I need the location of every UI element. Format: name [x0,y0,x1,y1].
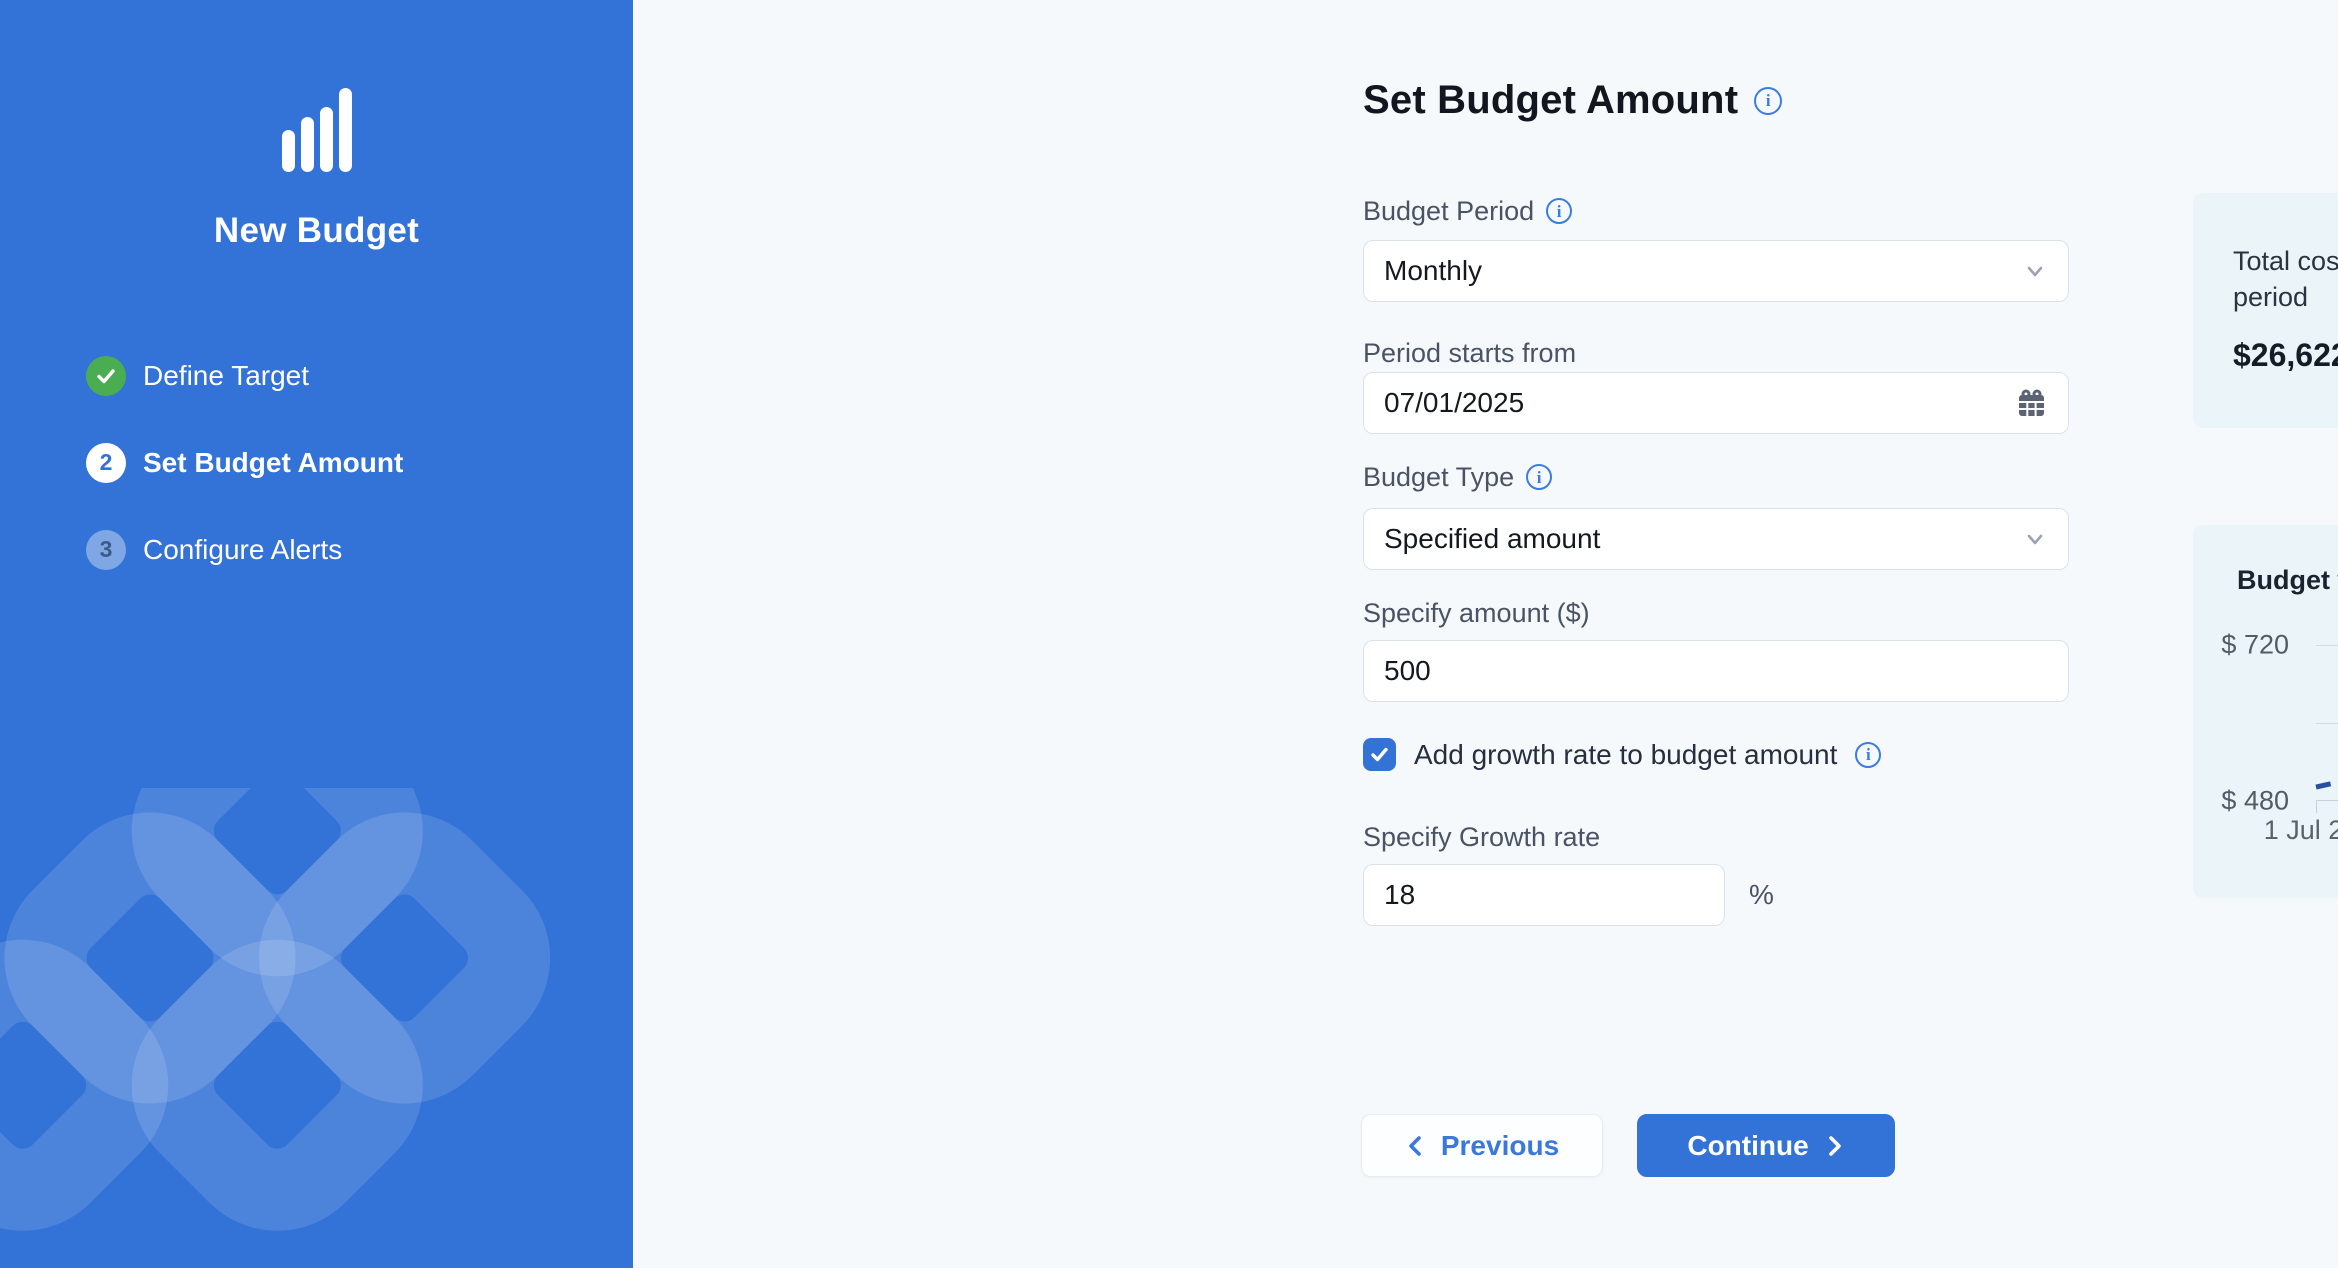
step-configure-alerts[interactable]: 3 Configure Alerts [86,506,403,593]
step-label: Define Target [143,359,310,391]
info-icon[interactable] [1546,198,1573,224]
x-tick-label: 1 Jul 2025 [2263,815,2338,845]
brand-watermark-icon [0,788,551,1231]
info-icon[interactable] [1526,464,1553,490]
checkbox-label: Add growth rate to budget amount [1414,738,1838,770]
step-label: Set Budget Amount [143,446,404,478]
step-label: Configure Alerts [143,533,343,565]
step-number-badge: 2 [86,442,126,483]
period-start-date-input[interactable]: 07/01/2025 [1363,372,2069,434]
budget-type-select[interactable]: Specified amount [1363,508,2069,570]
specify-amount-label: Specify amount ($) [1363,598,1590,628]
wizard-title: New Budget [213,211,420,250]
budget-growth-chart: $ 720 $ 480 1 Jul 2025 1 Aug 2025 1 Sep … [2221,630,2338,845]
calendar-icon [2015,387,2048,420]
bar-chart-icon [0,88,633,172]
gridline [2316,723,2338,724]
chevron-right-icon [1828,1135,1841,1156]
previous-button[interactable]: Previous [1361,1114,1603,1177]
wizard-sidebar: New Budget Define Target 2 Set Budget Am… [0,0,633,1268]
chart-title: Budget with 18% growth rate [2237,565,2338,595]
total-cost-last-period: Total cost last period $26,622.76 [2233,243,2338,374]
cost-summary-card: Total cost last period $26,622.76 Projec… [2193,193,2338,428]
gridline [2316,645,2338,646]
chevron-left-icon [1409,1135,1421,1156]
budget-period-label: Budget Period [1363,196,1573,226]
total-cost-value: $26,622.76 [2233,337,2338,373]
step-number-badge: 3 [86,529,126,570]
chevron-down-icon [2022,526,2048,552]
budget-line-series [2315,779,2338,790]
step-set-budget-amount[interactable]: 2 Set Budget Amount [86,419,403,506]
growth-rate-input[interactable]: 18 [1363,864,1725,926]
info-icon[interactable] [1754,86,1783,115]
chevron-down-icon [2022,258,2048,284]
percent-suffix: % [1749,879,1774,910]
specify-amount-input[interactable]: 500 [1363,640,2069,702]
axis-tick [2316,801,2317,813]
step-define-target[interactable]: Define Target [86,332,403,419]
period-starts-label: Period starts from [1363,338,1577,368]
checkbox-checked[interactable] [1363,738,1396,771]
page-title: Set Budget Amount [1363,78,1739,122]
modal-body: Set Budget Amount Budget Period Monthly … [633,0,2338,1268]
growth-rate-label: Specify Growth rate [1363,822,1601,852]
budget-type-label: Budget Type [1363,462,1553,492]
continue-button[interactable]: Continue [1637,1114,1895,1177]
growth-rate-checkbox-row: Add growth rate to budget amount [1363,738,1882,771]
y-tick-label: $ 720 [2221,629,2289,660]
budget-projection-card: Budget with 18% growth rate $ 720 $ 480 … [2193,525,2338,898]
y-tick-label: $ 480 [2221,785,2289,816]
info-icon[interactable] [1855,741,1882,768]
budget-period-select[interactable]: Monthly [1363,240,2069,302]
wizard-steps: Define Target 2 Set Budget Amount 3 Conf… [86,332,403,593]
check-icon [86,355,126,396]
x-axis [2316,800,2338,801]
